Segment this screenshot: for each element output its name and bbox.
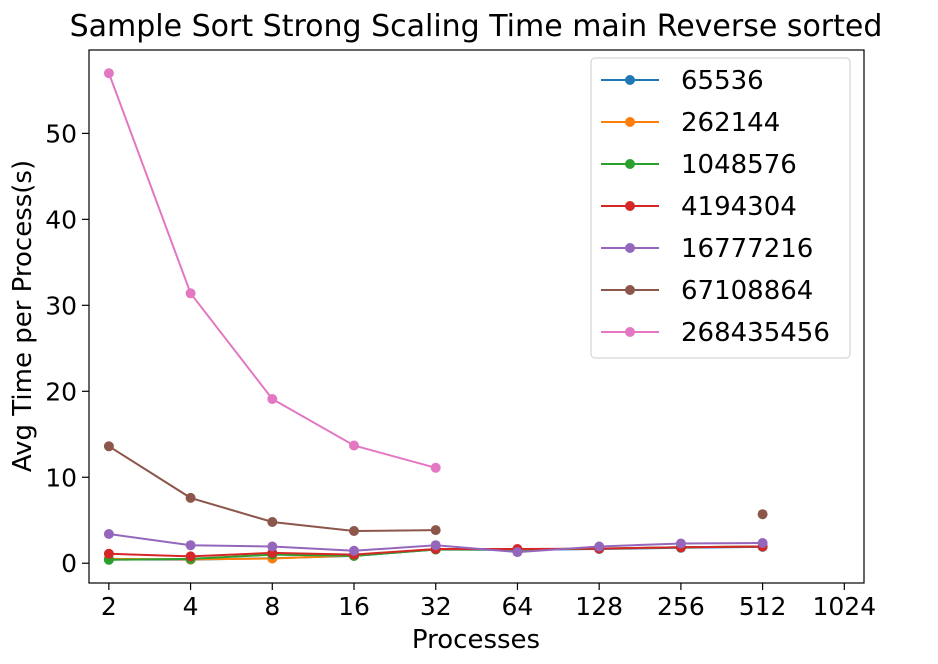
data-point	[103, 441, 114, 452]
legend-marker	[625, 201, 635, 211]
y-axis: 0 10 20 30 40 50	[45, 119, 89, 578]
legend-label: 4194304	[681, 192, 797, 222]
data-point	[430, 525, 441, 536]
x-tick-label: 128	[575, 592, 623, 621]
data-point	[512, 547, 523, 558]
data-point	[757, 538, 768, 548]
data-point	[349, 526, 359, 536]
data-point	[757, 509, 768, 520]
x-tick-label: 4	[183, 592, 199, 621]
x-tick-label: 16	[338, 592, 370, 621]
data-point	[267, 517, 278, 527]
data-point	[349, 440, 359, 451]
data-point	[185, 288, 196, 299]
x-tick-label: 256	[657, 592, 705, 621]
legend-frame	[590, 57, 851, 359]
legend: 65536 262144 1048576 4194304 16777216 6710886…	[590, 57, 851, 359]
legend-item: 1048576	[601, 150, 797, 180]
legend-item: 67108864	[601, 276, 813, 306]
y-tick-label: 50	[45, 119, 77, 148]
data-point	[267, 394, 278, 404]
chart-title: Sample Sort Strong Scaling Time main Rev…	[70, 9, 883, 44]
legend-item: 16777216	[601, 234, 813, 264]
data-point	[103, 548, 114, 559]
legend-item: 268435456	[601, 318, 830, 348]
y-tick-label: 40	[45, 205, 77, 234]
x-axis-label: Processes	[412, 625, 540, 655]
data-point	[675, 538, 686, 549]
data-point	[349, 545, 359, 556]
legend-marker	[625, 327, 635, 337]
legend-label: 16777216	[681, 234, 813, 264]
series-layer	[103, 68, 768, 565]
data-point	[185, 540, 196, 551]
y-axis-label: Avg Time per Process(s)	[8, 160, 38, 472]
y-tick-label: 10	[45, 463, 77, 492]
legend-item: 4194304	[601, 192, 797, 222]
legend-label: 262144	[681, 108, 780, 138]
data-point	[594, 541, 605, 552]
legend-marker	[625, 243, 635, 253]
x-tick-label: 64	[502, 592, 534, 621]
y-tick-label: 30	[45, 291, 77, 320]
data-point	[185, 492, 196, 503]
data-point	[103, 529, 114, 539]
legend-label: 268435456	[681, 318, 830, 348]
plot-area: 2 4 8 16 32 64 128 256 512 1024 0 10 20 30 40 50	[45, 49, 876, 621]
series-67108864	[103, 441, 768, 536]
data-point	[103, 68, 114, 79]
y-tick-label: 20	[45, 377, 77, 406]
legend-label: 65536	[681, 66, 764, 96]
data-point	[430, 462, 441, 473]
legend-item: 262144	[601, 108, 780, 138]
data-point	[185, 551, 196, 562]
axes-frame	[88, 49, 865, 584]
data-point	[267, 541, 278, 552]
x-tick-label: 8	[264, 592, 280, 621]
legend-marker	[625, 159, 635, 169]
legend-marker	[625, 75, 635, 85]
series-16777216	[103, 529, 768, 558]
series-268435456	[103, 68, 441, 473]
x-axis: 2 4 8 16 32 64 128 256 512 1024	[101, 583, 876, 621]
legend-marker	[625, 285, 635, 295]
legend-item: 65536	[601, 66, 764, 96]
x-tick-label: 32	[420, 592, 452, 621]
legend-entries: 65536 262144 1048576 4194304 16777216 6710886…	[601, 66, 830, 348]
legend-label: 1048576	[681, 150, 797, 180]
legend-label: 67108864	[681, 276, 813, 306]
y-tick-label: 0	[61, 549, 77, 578]
data-point	[430, 540, 441, 551]
x-tick-label: 1024	[813, 592, 877, 621]
x-tick-label: 512	[739, 592, 787, 621]
legend-marker	[625, 117, 635, 127]
x-tick-label: 2	[101, 592, 117, 621]
